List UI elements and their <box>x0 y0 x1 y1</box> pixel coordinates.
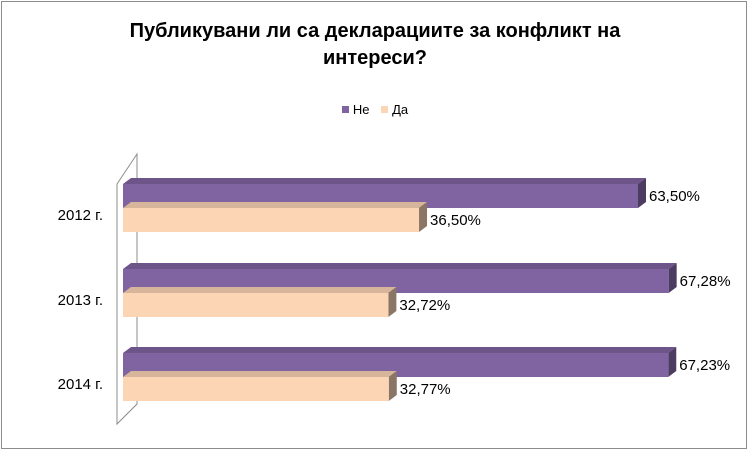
category-label: 2013 г. <box>58 292 103 309</box>
bar-side-ne <box>668 263 677 293</box>
bar-side-da <box>419 202 428 232</box>
category-label: 2012 г. <box>58 207 103 224</box>
bar-da <box>123 208 420 232</box>
legend: Не Да <box>0 101 750 117</box>
legend-swatch-ne <box>341 106 349 113</box>
category-label: 2014 г. <box>58 376 103 393</box>
data-label: 32,72% <box>399 297 450 314</box>
bar-top-da <box>123 371 397 377</box>
bar-da <box>123 293 389 317</box>
bar-side-ne <box>668 347 677 377</box>
bar-side-ne <box>638 178 646 208</box>
legend-swatch-da <box>381 106 389 113</box>
data-label: 32,77% <box>400 381 451 398</box>
bar-top-ne <box>123 263 677 269</box>
legend-item-da: Да <box>381 102 408 117</box>
bar-top-ne <box>123 178 646 184</box>
chart-title-line-1: Публикувани ли са декларациите за конфли… <box>129 20 621 42</box>
bar-side-da <box>388 287 397 317</box>
bar-top-da <box>123 202 428 208</box>
bar-da <box>123 377 389 401</box>
legend-label-ne: Не <box>352 102 370 117</box>
data-label: 36,50% <box>430 212 481 229</box>
chart-title-line-2: интереси? <box>322 47 427 69</box>
data-label: 67,28% <box>680 273 731 290</box>
bar-top-ne <box>123 347 677 353</box>
data-label: 63,50% <box>649 188 700 205</box>
bar-side-da <box>388 371 397 401</box>
chart-title: Публикувани ли са декларациите за конфли… <box>0 18 750 72</box>
bar-top-da <box>123 287 397 293</box>
data-label: 67,23% <box>679 357 730 374</box>
legend-label-da: Да <box>392 102 409 117</box>
axis-wall <box>116 152 138 426</box>
legend-item-ne: Не <box>341 102 370 117</box>
